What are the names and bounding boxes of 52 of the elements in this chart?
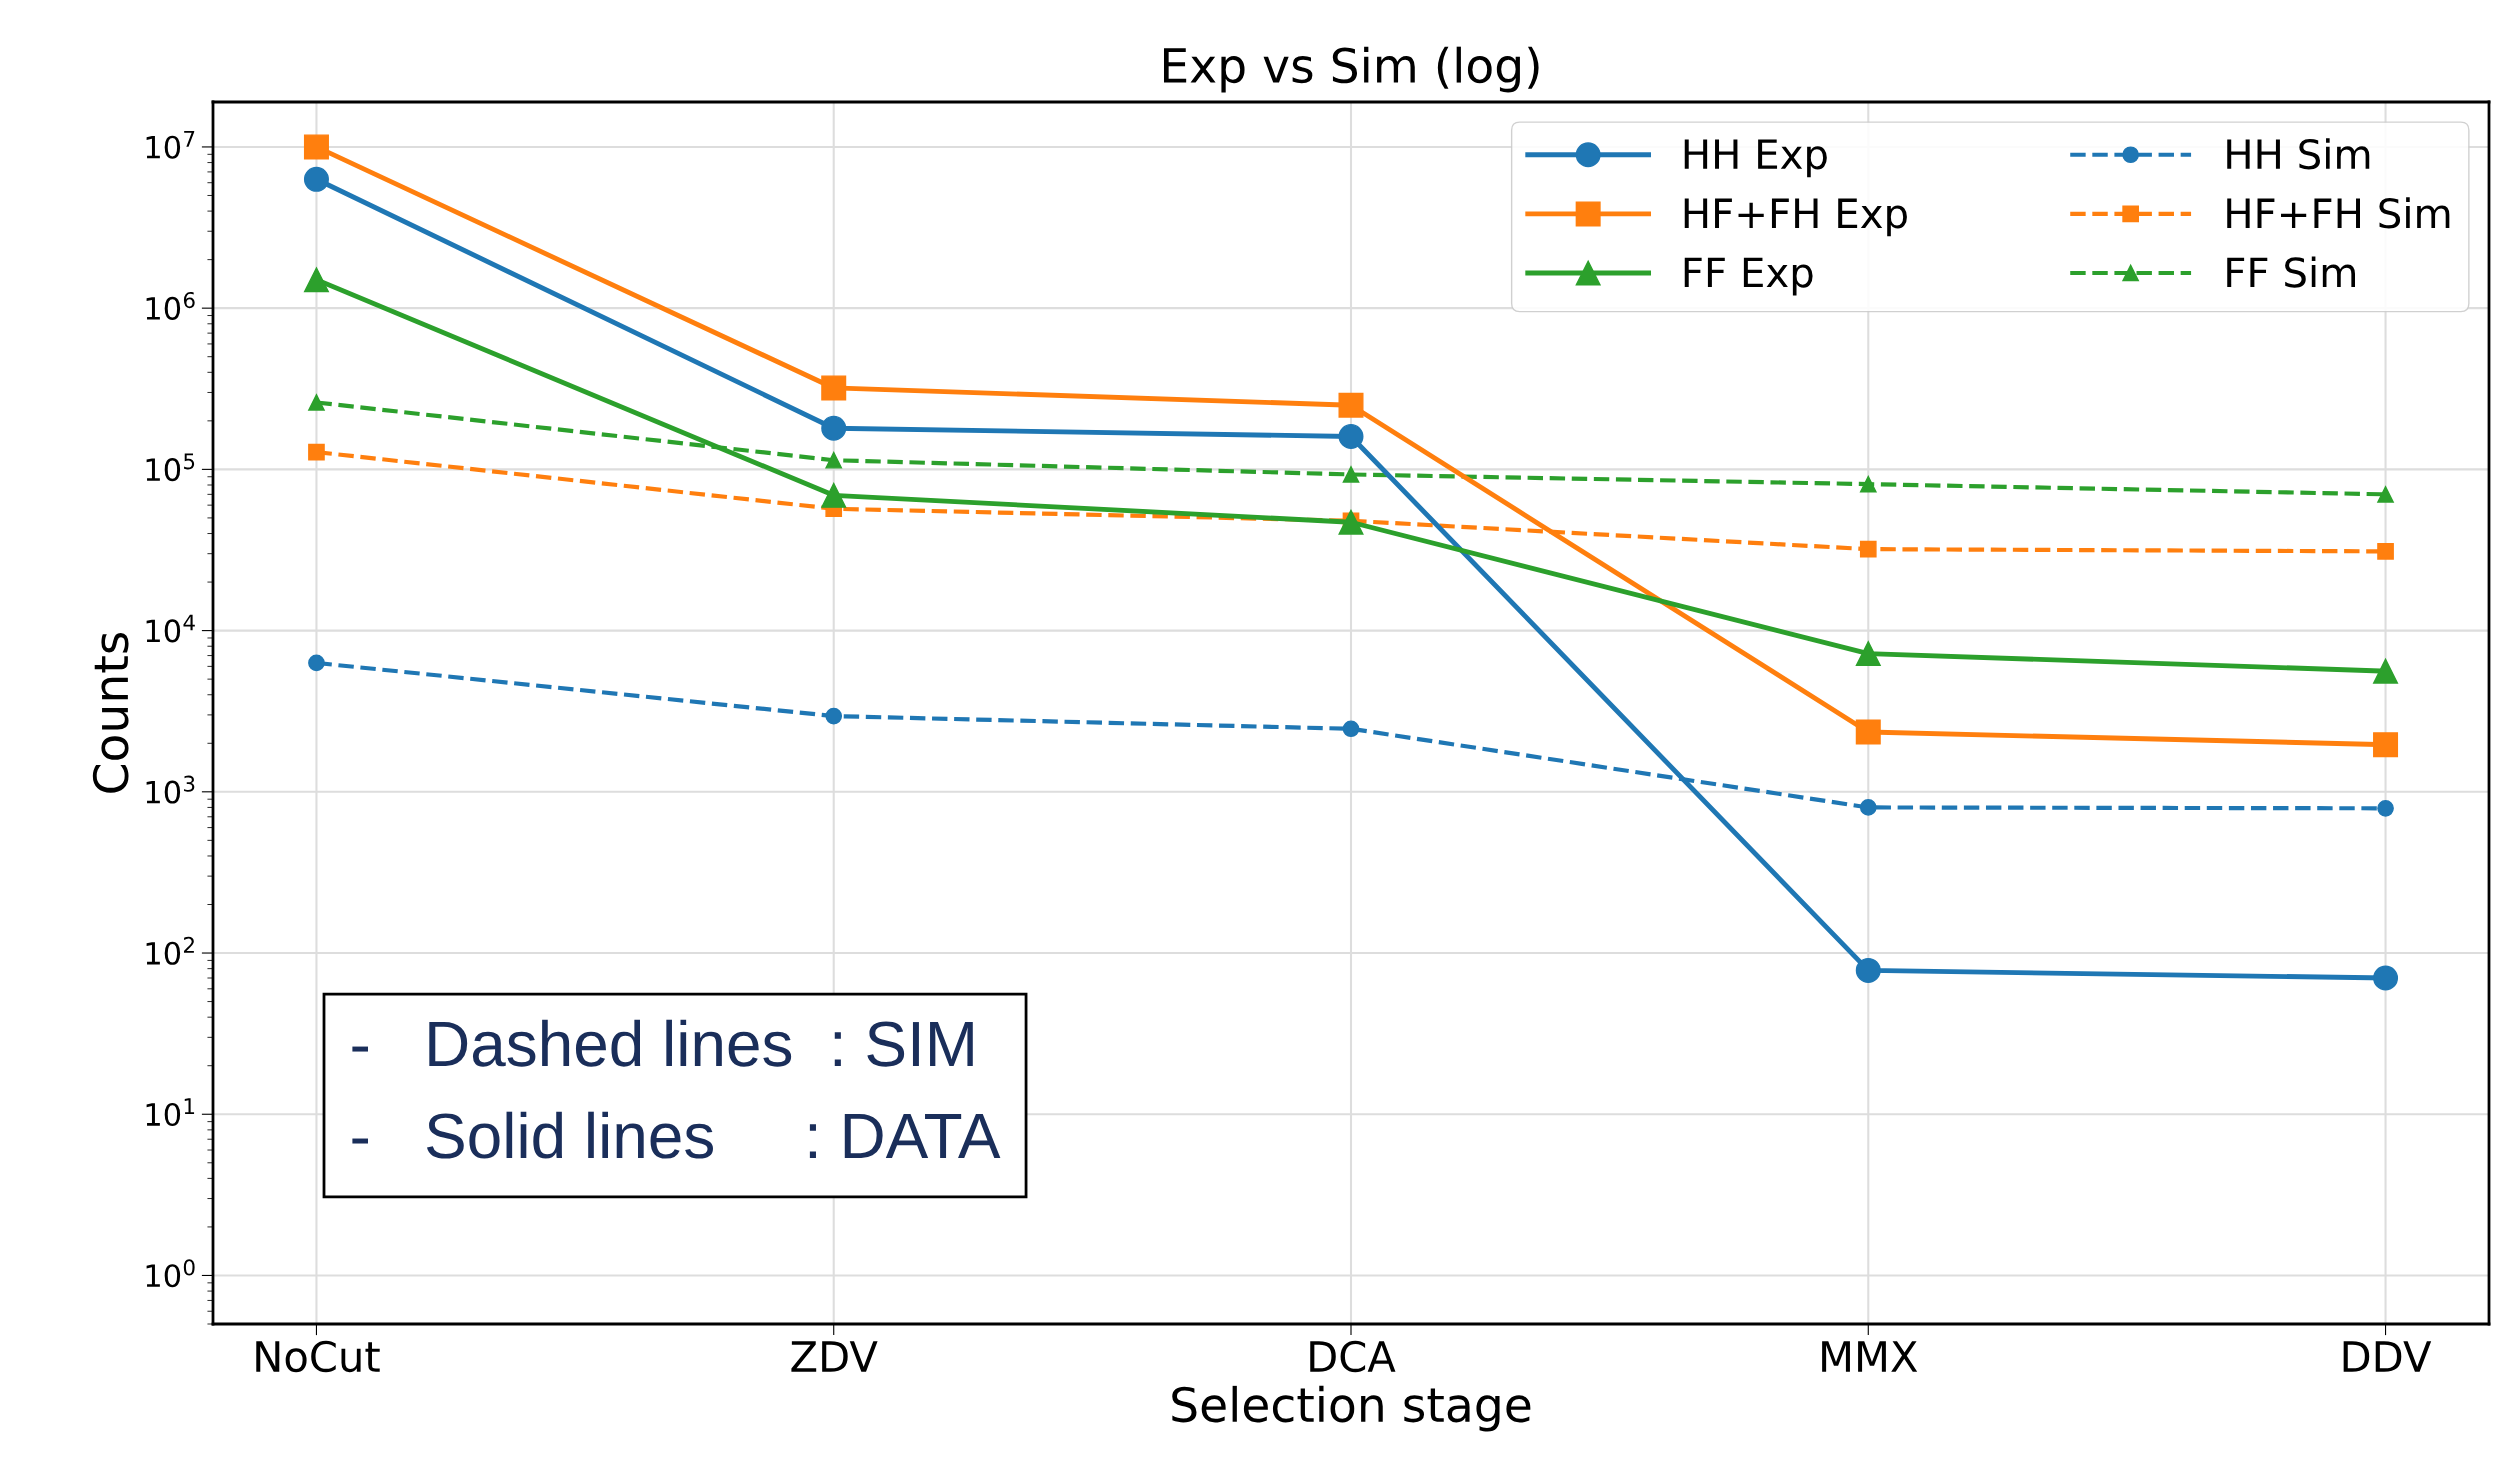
point xyxy=(2373,732,2399,758)
x-axis-title: Selection stage xyxy=(1172,1385,1531,1432)
point xyxy=(825,451,843,469)
point xyxy=(1338,392,1364,418)
point xyxy=(1338,509,1364,535)
point xyxy=(308,654,325,672)
legend-label: FF Exp xyxy=(1684,257,1813,296)
point xyxy=(308,394,325,411)
point xyxy=(825,707,843,725)
point xyxy=(821,375,847,401)
point xyxy=(2377,486,2394,503)
y-tick-label: 10$^{3}$ xyxy=(146,775,195,804)
legend-label: HH Sim xyxy=(2227,138,2370,170)
point xyxy=(1342,720,1360,738)
y-tick-label: 10$^{7}$ xyxy=(146,131,195,159)
chart-title: Exp vs Sim (log) xyxy=(1164,46,1539,93)
y-tick-label: 10$^{5}$ xyxy=(146,453,195,482)
y-tick-label: 10$^{1}$ xyxy=(146,1098,195,1127)
y-tick-label: 10$^{2}$ xyxy=(146,936,194,965)
point xyxy=(303,166,329,192)
x-tick-label: DDV xyxy=(2343,1341,2432,1372)
point xyxy=(2377,799,2394,817)
point xyxy=(1338,423,1364,449)
point xyxy=(2373,965,2399,991)
point xyxy=(303,267,329,293)
x-tick-label: NoCut xyxy=(256,1340,380,1373)
annotation: - Dashed lines : SIM xyxy=(352,1019,973,1067)
y-tick-label: 10$^{0}$ xyxy=(146,1259,195,1288)
point xyxy=(821,482,847,508)
point xyxy=(1855,957,1881,983)
y-tick-label: 10$^{4}$ xyxy=(146,614,195,643)
legend-label: HH Exp xyxy=(1684,139,1827,178)
point xyxy=(1855,641,1881,667)
point xyxy=(308,443,325,461)
legend-label: HF+FH Sim xyxy=(2227,197,2450,229)
annotation: - Solid lines : DATA xyxy=(352,1111,1001,1159)
point xyxy=(1859,799,1877,816)
y-axis-title: Counts xyxy=(92,632,129,793)
point xyxy=(1859,540,1877,558)
point xyxy=(1859,475,1877,493)
x-tick-label: ZDV xyxy=(791,1341,878,1372)
point xyxy=(2377,543,2394,560)
point xyxy=(821,415,847,441)
x-tick-label: DCA xyxy=(1310,1340,1396,1373)
point xyxy=(1342,466,1360,483)
x-tick-label: MMX xyxy=(1822,1341,1918,1372)
point xyxy=(1855,719,1881,745)
y-tick-label: 10$^{6}$ xyxy=(146,291,195,320)
legend-label: FF Sim xyxy=(2227,256,2355,288)
point xyxy=(303,134,329,160)
point xyxy=(2373,658,2399,684)
legend-label: HF+FH Exp xyxy=(1684,198,1907,237)
